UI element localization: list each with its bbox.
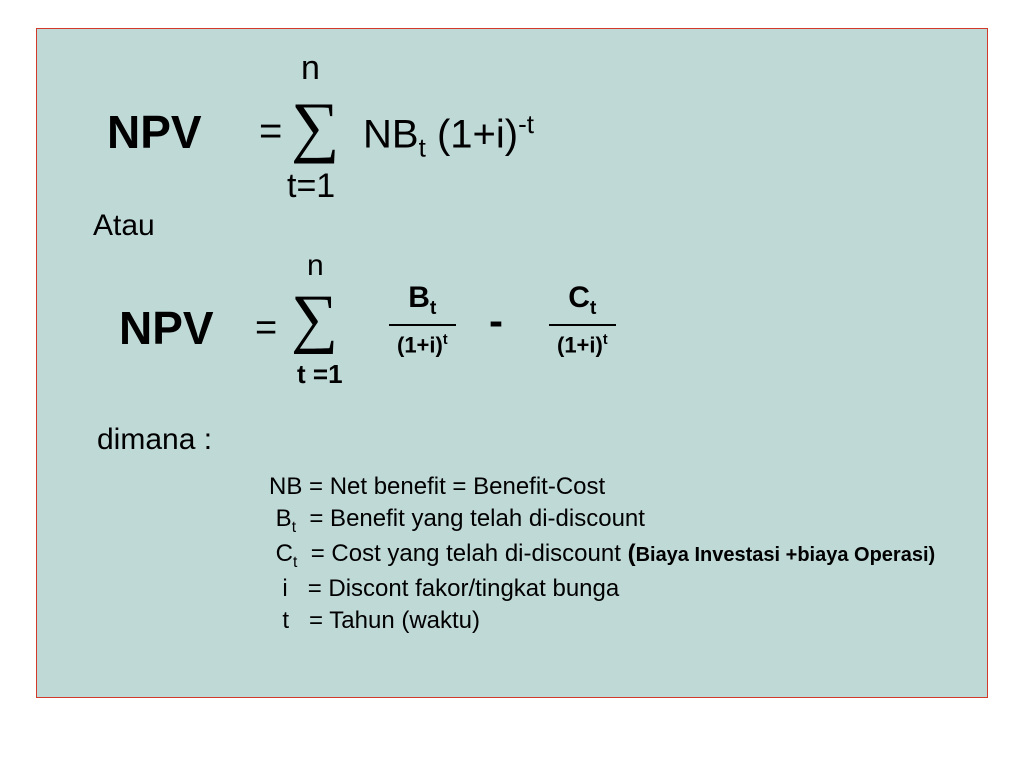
def-t-text: = Tahun (waktu): [309, 607, 480, 634]
npv-label-2: NPV: [119, 301, 214, 355]
formula-panel: NPV = n ∑ t=1 NBt (1+i)-t Atau NPV = n ∑…: [36, 28, 988, 698]
def-c: Ct = Cost yang telah di-discount (Biaya …: [269, 538, 965, 573]
frac-c-num: Ct: [549, 281, 616, 326]
nb-base: NB: [363, 112, 419, 156]
c-den-base: (1+i): [557, 332, 603, 357]
sum-upper-1: n: [301, 49, 320, 88]
paren-base: (1+i): [437, 112, 518, 156]
equals-2: =: [255, 307, 277, 350]
formula-npv-1: NPV = n ∑ t=1 NBt (1+i)-t: [59, 47, 965, 207]
def-i: i = Discont fakor/tingkat bunga: [269, 573, 965, 605]
formula-npv-2: NPV = n ∑ t =1 Bt (1+i)t - Ct (1+i)t: [59, 249, 965, 419]
frac-c-den: (1+i)t: [549, 326, 616, 358]
term-1: NBt (1+i)-t: [363, 109, 534, 163]
c-den-sup: t: [603, 332, 608, 348]
def-c-sym: C: [276, 540, 293, 567]
b-den-base: (1+i): [397, 332, 443, 357]
def-b-sym: B: [276, 505, 292, 532]
page: NPV = n ∑ t=1 NBt (1+i)-t Atau NPV = n ∑…: [0, 0, 1024, 768]
def-b-sub: t: [292, 519, 296, 536]
exp: -t: [518, 109, 534, 139]
def-c-note: Biaya Investasi +biaya Operasi): [636, 544, 936, 566]
def-i-text: = Discont fakor/tingkat bunga: [308, 575, 620, 602]
frac-b-num: Bt: [389, 281, 456, 326]
sum-upper-2: n: [307, 249, 324, 283]
sigma-icon-2: ∑: [291, 281, 338, 357]
sigma-icon-1: ∑: [291, 87, 339, 166]
dimana-label: dimana :: [97, 423, 1003, 457]
equals-1: =: [259, 109, 282, 154]
npv-label-1: NPV: [107, 105, 202, 159]
def-i-sym: i: [282, 575, 287, 602]
sum-lower-2: t =1: [297, 359, 343, 390]
fraction-c: Ct (1+i)t: [549, 281, 616, 358]
frac-b-den: (1+i)t: [389, 326, 456, 358]
c-base: C: [568, 281, 590, 314]
def-t: t = Tahun (waktu): [269, 605, 965, 637]
def-b-text: = Benefit yang telah di-discount: [309, 505, 645, 532]
def-c-paren: (: [628, 540, 636, 567]
def-nb: NB = Net benefit = Benefit-Cost: [269, 471, 965, 503]
def-b: Bt = Benefit yang telah di-discount: [269, 503, 965, 538]
minus: -: [489, 297, 503, 345]
definitions-block: NB = Net benefit = Benefit-Cost Bt = Ben…: [269, 471, 965, 638]
b-sub: t: [430, 297, 437, 319]
b-base: B: [408, 281, 430, 314]
c-sub: t: [590, 297, 597, 319]
nb-sub: t: [419, 132, 426, 162]
def-t-sym: t: [282, 607, 289, 634]
def-c-text: = Cost yang telah di-discount: [311, 540, 621, 567]
b-den-sup: t: [443, 332, 448, 348]
sum-lower-1: t=1: [287, 167, 335, 206]
atau-label: Atau: [93, 209, 999, 243]
def-c-sub: t: [293, 554, 297, 571]
fraction-b: Bt (1+i)t: [389, 281, 456, 358]
